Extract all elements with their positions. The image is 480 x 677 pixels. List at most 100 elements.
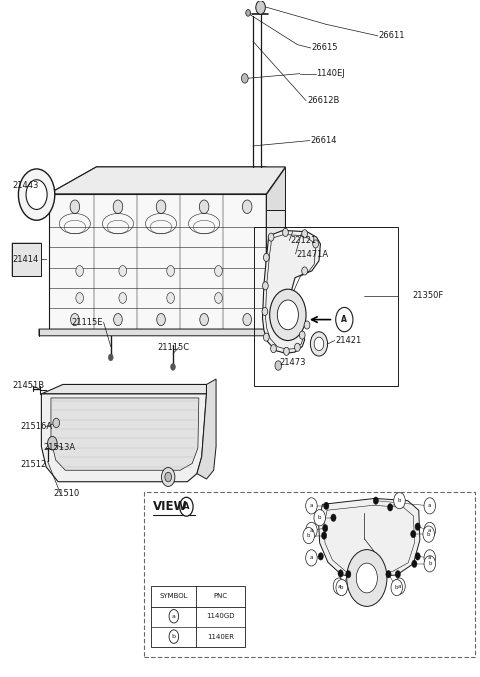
FancyBboxPatch shape (12, 242, 41, 276)
Text: a: a (428, 503, 432, 508)
Text: a: a (310, 528, 313, 533)
Circle shape (200, 313, 208, 326)
Circle shape (373, 497, 378, 504)
Text: 21350F: 21350F (412, 291, 444, 301)
Circle shape (215, 292, 222, 303)
Circle shape (324, 502, 329, 510)
Text: 21473: 21473 (280, 357, 306, 367)
Text: a: a (428, 555, 432, 561)
Polygon shape (263, 230, 321, 353)
Circle shape (395, 571, 400, 578)
Text: 21115C: 21115C (157, 343, 190, 352)
Circle shape (53, 418, 60, 428)
Text: 22121: 22121 (290, 236, 316, 245)
Polygon shape (197, 379, 216, 479)
Text: 1140GD: 1140GD (206, 613, 235, 619)
Circle shape (302, 267, 308, 275)
Circle shape (275, 361, 282, 370)
Text: 1140EJ: 1140EJ (317, 69, 345, 78)
Circle shape (306, 550, 317, 566)
Text: b: b (318, 515, 322, 520)
Circle shape (114, 313, 122, 326)
Circle shape (306, 498, 317, 514)
Circle shape (243, 313, 252, 326)
Circle shape (314, 510, 325, 526)
Text: 1140ER: 1140ER (207, 634, 234, 640)
Circle shape (412, 560, 417, 567)
Text: 21115E: 21115E (72, 318, 103, 327)
Circle shape (295, 343, 300, 351)
Circle shape (333, 578, 345, 594)
Circle shape (170, 364, 175, 370)
Circle shape (26, 179, 47, 209)
Circle shape (70, 200, 80, 213)
Polygon shape (48, 167, 266, 194)
Circle shape (347, 550, 387, 607)
Circle shape (277, 300, 299, 330)
Polygon shape (319, 498, 420, 577)
Circle shape (256, 1, 265, 14)
Text: b: b (395, 585, 398, 590)
Text: a: a (172, 614, 176, 619)
Circle shape (423, 526, 434, 542)
Text: A: A (183, 502, 190, 511)
Circle shape (424, 522, 435, 538)
Text: a: a (398, 584, 401, 588)
Circle shape (241, 74, 248, 83)
Text: 21451B: 21451B (12, 381, 45, 391)
Circle shape (284, 347, 289, 355)
Circle shape (318, 552, 324, 560)
Circle shape (242, 200, 252, 213)
Circle shape (394, 493, 405, 508)
Circle shape (356, 563, 377, 593)
Circle shape (322, 532, 327, 540)
Polygon shape (51, 398, 199, 471)
Circle shape (302, 230, 308, 238)
Text: 21443: 21443 (12, 181, 39, 190)
Text: 21471A: 21471A (297, 250, 329, 259)
Circle shape (336, 307, 353, 332)
Polygon shape (41, 394, 206, 482)
Circle shape (157, 313, 165, 326)
Text: a: a (428, 528, 432, 533)
Circle shape (167, 292, 174, 303)
Text: 21512: 21512 (21, 460, 47, 469)
Text: a: a (310, 503, 313, 508)
Circle shape (306, 522, 317, 538)
Text: 26611: 26611 (379, 31, 405, 41)
Text: 26612B: 26612B (307, 96, 339, 105)
Circle shape (264, 333, 269, 341)
Circle shape (283, 228, 288, 236)
Circle shape (167, 265, 174, 276)
Circle shape (270, 289, 306, 341)
Circle shape (215, 265, 222, 276)
Circle shape (119, 265, 127, 276)
Circle shape (303, 527, 314, 544)
Text: 26615: 26615 (312, 43, 338, 53)
Polygon shape (39, 329, 286, 352)
Text: A: A (341, 315, 347, 324)
Circle shape (161, 468, 175, 487)
Circle shape (119, 292, 127, 303)
Polygon shape (41, 385, 206, 394)
Circle shape (169, 630, 179, 643)
Text: b: b (172, 634, 176, 639)
Text: 21414: 21414 (12, 255, 39, 264)
Circle shape (76, 265, 84, 276)
Text: PNC: PNC (214, 593, 228, 599)
Circle shape (271, 345, 276, 353)
Text: 26614: 26614 (311, 136, 337, 145)
Circle shape (169, 609, 179, 623)
Circle shape (268, 233, 274, 241)
Circle shape (304, 321, 310, 329)
Text: VIEW: VIEW (153, 500, 187, 513)
Circle shape (311, 332, 327, 356)
Circle shape (18, 169, 55, 220)
Circle shape (262, 307, 268, 315)
Circle shape (346, 571, 351, 578)
Circle shape (180, 498, 193, 516)
Circle shape (323, 525, 328, 532)
Circle shape (199, 200, 209, 213)
Text: 21421: 21421 (336, 336, 362, 345)
Text: 21513A: 21513A (44, 443, 76, 452)
